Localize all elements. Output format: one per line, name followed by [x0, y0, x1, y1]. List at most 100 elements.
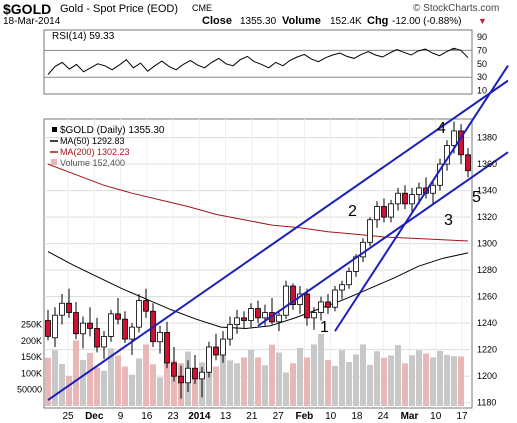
volume-tick-label: 250K	[21, 320, 42, 330]
legend-main-swatch	[52, 127, 57, 132]
rsi-tick-label: 70	[477, 45, 487, 55]
volume-bar	[395, 345, 401, 406]
rsi-tick-label: 50	[477, 59, 487, 69]
date-axis: 25 Dec 9 16 23 2014 13 21 27 Feb 10 18 24 Mar 10 17	[62, 411, 468, 422]
price-tick-label: 1360	[477, 159, 497, 169]
candle-body	[185, 367, 191, 384]
candle-body	[381, 206, 387, 218]
price-tick-label: 1340	[477, 186, 497, 196]
candle-body	[283, 285, 289, 316]
candle-body	[66, 302, 72, 313]
volume-tick-label: 150K	[21, 352, 42, 362]
volume-bar	[416, 350, 422, 406]
candle-body	[234, 317, 240, 325]
ma200-line	[47, 163, 469, 242]
volume-bar	[353, 354, 359, 406]
candle-body	[73, 312, 79, 335]
volume-bar	[276, 352, 282, 406]
candle-body	[367, 219, 373, 243]
candle-body	[318, 301, 324, 313]
volume-bar	[192, 369, 198, 406]
date-tick-label: 23	[168, 411, 180, 422]
candle-body	[101, 336, 107, 348]
volume-bar	[297, 347, 303, 406]
ma50-line	[47, 251, 469, 330]
candle-body	[409, 194, 415, 205]
volume-bar	[304, 357, 310, 406]
volume-tick-label: 100K	[21, 368, 42, 378]
legend-ma50: MA(50) 1292.83	[60, 136, 125, 146]
rsi-tick-label: 90	[477, 32, 487, 42]
legend-ma200: MA(200) 1302.23	[60, 147, 130, 157]
volume-bar	[437, 350, 443, 406]
candle-body	[157, 332, 163, 343]
volume-bar	[255, 357, 261, 406]
candle-body	[360, 241, 366, 258]
rsi-tick-label: 30	[477, 72, 487, 82]
volume-bar	[115, 355, 121, 406]
volume-label: Volume	[282, 15, 321, 27]
date-label: 18-Mar-2014	[3, 16, 61, 27]
chg-value: -12.00 (-0.88%)	[392, 16, 462, 27]
volume-bar	[381, 357, 387, 406]
candle-body	[199, 371, 205, 380]
symbol-title: $GOLD	[3, 1, 52, 17]
candle-body	[255, 308, 261, 319]
wave-label-2: 2	[348, 203, 357, 220]
date-tick-label: 18	[351, 411, 363, 422]
legend-main: $GOLD (Daily) 1355.30	[60, 125, 165, 136]
volume-bar	[241, 357, 247, 406]
volume-bar	[136, 358, 142, 406]
volume-bar	[318, 333, 324, 406]
volume-bar	[157, 377, 163, 406]
rsi-line	[47, 47, 469, 75]
price-tick-label: 1260	[477, 292, 497, 302]
volume-bar	[430, 357, 436, 406]
wave-labels: 1 2 3 4 5	[320, 120, 481, 336]
chart-legend: $GOLD (Daily) 1355.30 MA(50) 1292.83 MA(…	[50, 125, 165, 168]
volume-bar	[325, 360, 331, 406]
date-tick-label: 27	[273, 411, 285, 422]
candle-body	[59, 302, 65, 316]
volume-bar	[290, 363, 296, 406]
date-tick-label: 10	[430, 411, 442, 422]
candle-body	[164, 332, 170, 364]
volume-bar	[283, 372, 289, 406]
date-tick-label: 17	[456, 411, 468, 422]
candle-body	[241, 317, 247, 321]
candle-body	[465, 154, 471, 172]
channel-line	[334, 65, 509, 332]
channel-line	[47, 79, 509, 401]
candle-body	[122, 318, 128, 340]
volume-bar	[367, 364, 373, 406]
price-tick-label: 1300	[477, 239, 497, 249]
wave-label-4: 4	[437, 120, 446, 137]
volume-bar	[311, 344, 317, 406]
volume-bar	[248, 349, 254, 406]
volume-value: 152.4K	[330, 16, 362, 27]
candle-body	[304, 293, 310, 319]
volume-bar	[402, 363, 408, 406]
rsi-tick-label: 10	[477, 86, 487, 96]
candle-body	[136, 300, 142, 328]
date-tick-label: 13	[220, 411, 232, 422]
volume-bar	[59, 363, 65, 406]
date-tick-label: 25	[62, 411, 74, 422]
volume-bar	[339, 350, 345, 406]
candle-body	[374, 206, 380, 221]
candle-body	[227, 324, 233, 340]
volume-bar	[66, 376, 72, 406]
wave-label-3: 3	[444, 212, 453, 229]
date-tick-label: 21	[246, 411, 258, 422]
price-tick-label: 1280	[477, 265, 497, 275]
candle-body	[248, 308, 254, 321]
candle-body	[178, 375, 184, 384]
volume-bar	[150, 364, 156, 406]
volume-bar	[87, 352, 93, 406]
legend-volume: Volume 152,400	[60, 158, 125, 168]
rsi-frame	[43, 29, 473, 95]
exchange-label: CME	[192, 3, 212, 13]
volume-bar	[220, 349, 226, 406]
volume-bar	[73, 340, 79, 406]
